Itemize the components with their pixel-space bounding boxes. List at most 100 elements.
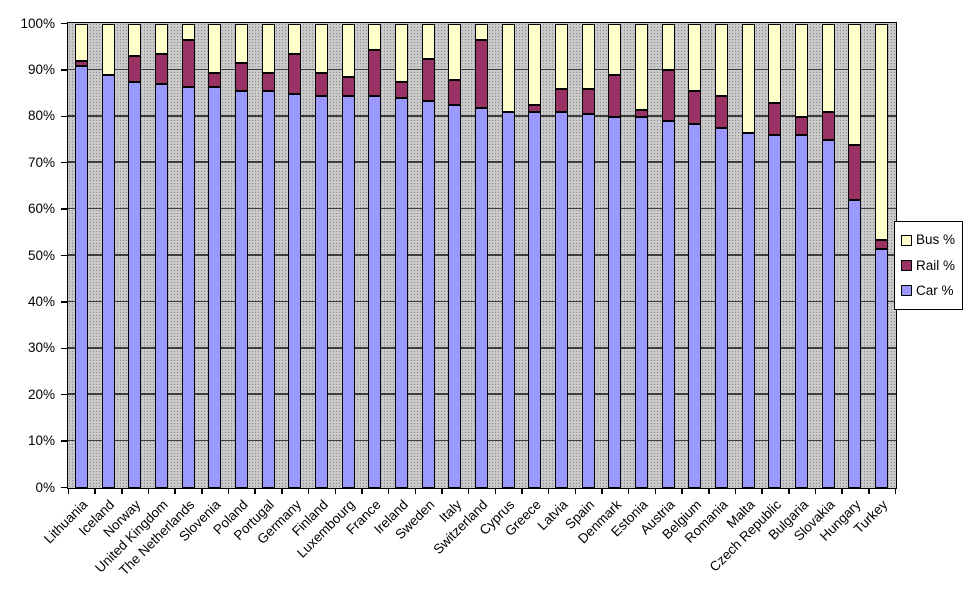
bar-segment-rail xyxy=(314,72,328,96)
x-axis-tick xyxy=(441,489,443,494)
bar-segment-bus xyxy=(341,24,355,78)
x-axis-tick xyxy=(174,489,176,494)
bar-segment-rail xyxy=(128,56,142,82)
legend-item-car: Car % xyxy=(901,282,962,298)
legend-label: Rail % xyxy=(916,257,956,273)
bar-segment-car xyxy=(768,135,782,488)
bar-segment-car xyxy=(74,65,88,488)
legend-label: Car % xyxy=(916,282,954,298)
x-axis-tick xyxy=(521,489,523,494)
x-axis-tick xyxy=(708,489,710,494)
legend-swatch-rail xyxy=(901,260,912,271)
bar-segment-bus xyxy=(368,24,382,50)
bar-segment-bus xyxy=(74,24,88,62)
bar-segment-bus xyxy=(555,24,569,89)
y-axis-label: 50% xyxy=(27,247,55,263)
x-axis-tick xyxy=(307,489,310,494)
bar-segment-bus xyxy=(314,24,328,73)
bar-segment-bus xyxy=(154,24,168,55)
bar-segment-car xyxy=(875,249,889,488)
x-axis-tick xyxy=(627,489,630,494)
bar-segment-rail xyxy=(528,105,542,113)
x-axis-tick xyxy=(868,489,870,494)
x-axis-tick xyxy=(387,489,390,494)
x-axis-tick xyxy=(281,489,283,494)
y-axis-tick xyxy=(61,347,67,350)
bar-segment-bus xyxy=(795,24,809,117)
x-axis-tick xyxy=(467,489,470,494)
bar-segment-rail xyxy=(394,82,408,99)
bar-segment-car xyxy=(741,133,755,488)
bar-segment-car xyxy=(848,200,862,488)
y-axis-tick xyxy=(61,440,67,442)
bar-segment-bus xyxy=(475,24,488,41)
bar-segment-rail xyxy=(368,49,382,96)
bar-segment-bus xyxy=(394,24,408,82)
bar-segment-bus xyxy=(741,24,755,134)
x-axis-tick xyxy=(67,489,70,494)
x-axis-tick xyxy=(334,489,337,494)
bar-segment-bus xyxy=(181,24,195,41)
bar-segment-rail xyxy=(688,91,702,124)
bar-segment-car xyxy=(715,128,729,488)
bar-segment-bus xyxy=(261,24,275,73)
bar-segment-car xyxy=(394,98,408,488)
y-axis-label: 70% xyxy=(27,154,55,170)
legend-label: Bus % xyxy=(916,232,956,248)
bar-segment-car xyxy=(475,107,488,488)
bar-segment-car xyxy=(368,95,382,488)
y-axis-tick xyxy=(61,254,67,257)
bar-segment-car xyxy=(314,95,328,488)
x-axis-tick xyxy=(547,489,550,494)
bar-segment-car xyxy=(421,100,435,488)
y-axis-label: 90% xyxy=(27,61,55,77)
x-axis-tick xyxy=(734,489,737,494)
bar-segment-car xyxy=(261,91,275,488)
y-axis-tick xyxy=(61,486,67,489)
legend-swatch-car xyxy=(901,285,912,297)
bar-segment-bus xyxy=(661,24,675,71)
bar-segment-car xyxy=(661,121,675,488)
y-axis-label: 0% xyxy=(35,479,55,495)
x-axis-tick xyxy=(227,489,230,494)
bar-segment-bus xyxy=(208,24,222,73)
legend-item-rail: Rail % xyxy=(901,257,962,273)
x-axis-tick xyxy=(761,489,763,494)
bar-segment-rail xyxy=(261,72,275,92)
y-axis-tick xyxy=(61,69,67,71)
bar-segment-rail xyxy=(181,40,195,87)
bar-segment-car xyxy=(288,93,302,488)
bar-segment-bus xyxy=(821,24,835,113)
bar-segment-rail xyxy=(768,102,782,136)
bar-segment-rail xyxy=(288,54,302,94)
bar-segment-car xyxy=(608,116,622,488)
x-axis-tick xyxy=(414,489,417,494)
x-axis-tick xyxy=(147,489,150,494)
bar-segment-rail xyxy=(661,70,675,122)
bar-segment-car xyxy=(555,112,569,488)
y-axis-label: 10% xyxy=(27,433,55,449)
y-axis-label: 20% xyxy=(27,386,55,402)
bar-segment-car xyxy=(581,114,595,488)
bar-segment-bus xyxy=(528,24,542,106)
bar-segment-rail xyxy=(234,63,248,92)
x-axis-tick xyxy=(574,489,577,494)
bar-segment-bus xyxy=(688,24,702,92)
bar-segment-rail xyxy=(848,144,862,201)
bar-segment-car xyxy=(181,86,195,488)
bar-segment-rail xyxy=(635,109,649,117)
bar-segment-rail xyxy=(74,61,88,66)
x-axis-tick xyxy=(494,489,497,494)
bar-segment-car xyxy=(234,91,248,488)
bar-segment-rail xyxy=(341,77,355,96)
bar-segment-rail xyxy=(475,40,488,108)
x-axis-tick xyxy=(121,489,123,494)
y-axis-label: 80% xyxy=(27,108,55,124)
bar-segment-rail xyxy=(608,75,622,117)
x-axis-tick xyxy=(601,489,603,494)
bar-segment-bus xyxy=(101,24,115,76)
y-axis-tick xyxy=(61,301,67,303)
x-axis-tick xyxy=(841,489,843,494)
legend: Bus % Rail % Car % xyxy=(894,221,963,310)
